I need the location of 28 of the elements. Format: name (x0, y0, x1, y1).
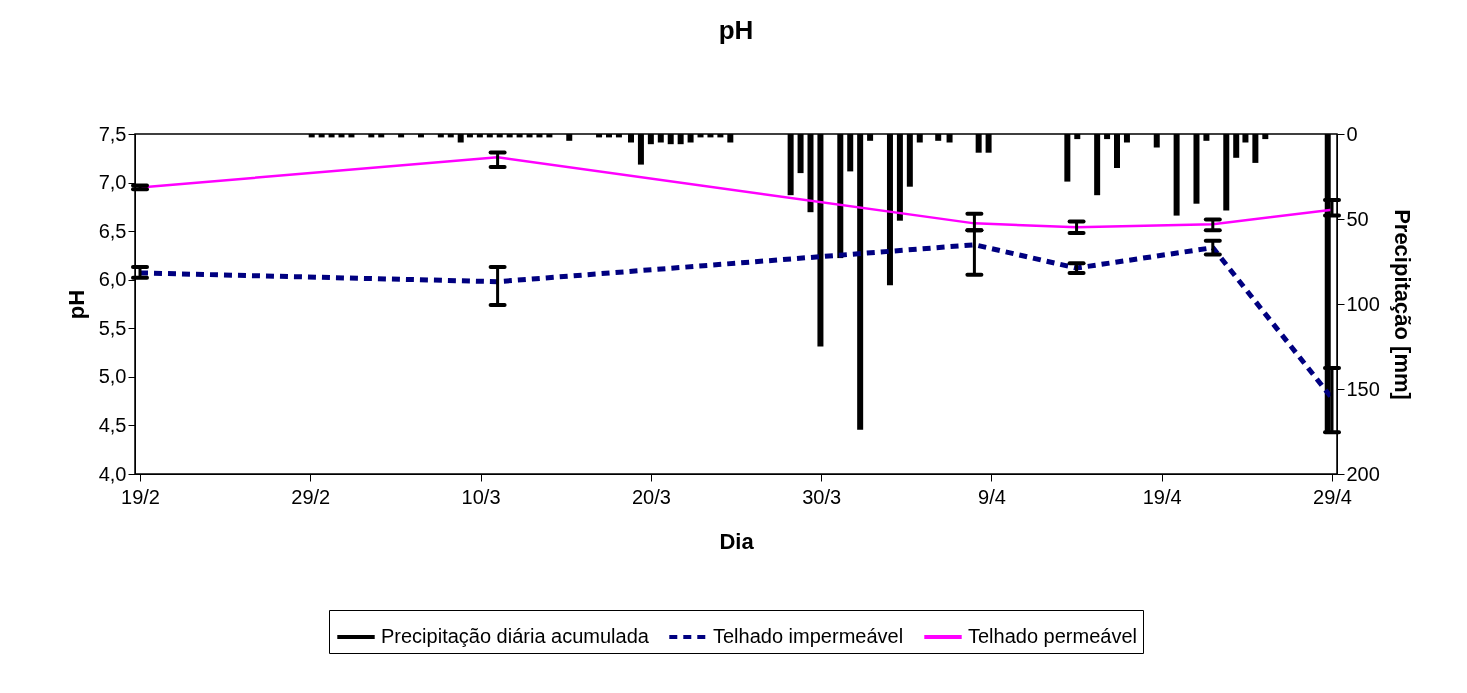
y-tick-label: 6,0 (98, 268, 127, 291)
y-tick-label: 7,0 (98, 171, 127, 194)
y-tick-label: 6,5 (98, 219, 127, 242)
y-tick-label: 5,5 (98, 316, 127, 339)
legend-label: Precipitação diária acumulada (381, 625, 650, 647)
x-tick-label: 9/4 (978, 485, 1006, 508)
x-tick-label: 19/4 (1142, 485, 1182, 508)
y2-tick-label: 50 (1346, 207, 1369, 230)
x-tick-label: 19/2 (121, 485, 160, 508)
x-tick-label: 30/3 (802, 485, 842, 508)
y2-tick-label: 0 (1346, 122, 1358, 145)
legend-label: Telhado permeável (968, 625, 1137, 647)
y-axis-title: pH (718, 15, 754, 45)
x-tick-label: 20/3 (631, 485, 671, 508)
y-tick-label: 4,0 (98, 462, 127, 485)
y-tick-label: 4,5 (98, 413, 127, 436)
y2-tick-label: 150 (1346, 377, 1380, 400)
y2-tick-label: 200 (1346, 462, 1380, 485)
y-tick-label: 5,0 (98, 365, 127, 388)
y2-tick-label: 100 (1346, 292, 1380, 315)
y2-axis-title: Precipitação [mm] (1389, 209, 1415, 400)
legend-label: Telhado impermeável (713, 625, 904, 647)
x-axis-title: Dia (719, 528, 755, 554)
text: pH (63, 289, 89, 320)
x-tick-label: 29/2 (291, 485, 331, 508)
x-tick-label: 10/3 (461, 485, 501, 508)
y-tick-label: 7,5 (98, 122, 127, 145)
x-tick-label: 29/4 (1313, 485, 1352, 508)
